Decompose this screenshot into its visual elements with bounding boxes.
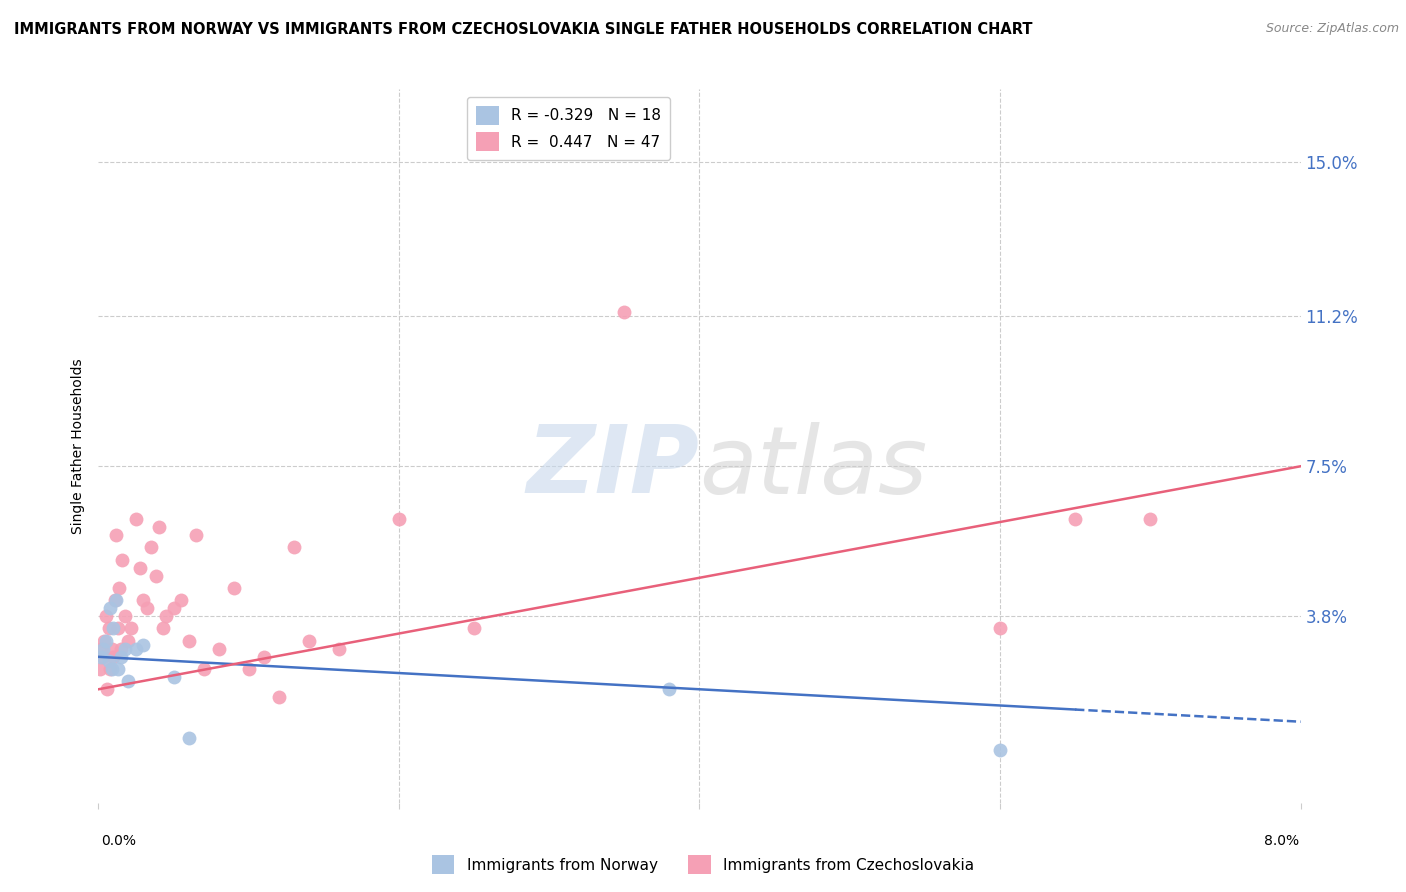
Point [110,641,132,656]
Point [105,593,128,607]
Point [283,541,305,555]
Point [108,581,131,595]
Point [125,512,148,526]
Point [91,641,114,656]
Point [388,512,411,526]
Point [328,641,350,656]
Point [238,662,260,676]
Point [110,649,132,664]
Point [267,690,290,705]
Point [103,622,125,636]
Point [658,682,681,697]
Point [253,649,276,664]
Point [90,641,112,656]
Point [135,601,157,615]
Point [988,622,1011,636]
Point [103,649,125,664]
Point [145,568,167,582]
Y-axis label: Single Father Households: Single Father Households [72,359,86,533]
Point [177,731,200,745]
Point [170,593,193,607]
Text: 8.0%: 8.0% [1264,834,1299,848]
Point [184,528,207,542]
Point [121,622,143,636]
Point [125,641,148,656]
Text: atlas: atlas [700,422,928,513]
Legend: R = -0.329   N = 18, R =  0.447   N = 47: R = -0.329 N = 18, R = 0.447 N = 47 [467,97,671,160]
Point [132,593,155,607]
Text: ZIP: ZIP [527,421,700,514]
Text: 0.0%: 0.0% [101,834,136,848]
Point [298,633,321,648]
Point [162,601,184,615]
Point [988,743,1011,757]
Point [111,552,134,566]
Point [90,649,112,664]
Legend: Immigrants from Norway, Immigrants from Czechoslovakia: Immigrants from Norway, Immigrants from … [426,849,980,880]
Point [100,601,122,615]
Point [613,305,636,319]
Point [1064,512,1087,526]
Point [104,593,127,607]
Point [129,560,152,574]
Point [1139,512,1161,526]
Point [91,649,114,664]
Point [107,662,129,676]
Point [162,670,184,684]
Point [97,622,120,636]
Point [93,633,115,648]
Point [96,682,118,697]
Point [117,674,139,689]
Point [222,581,245,595]
Point [100,662,122,676]
Point [463,622,485,636]
Point [107,622,129,636]
Point [117,633,139,648]
Text: IMMIGRANTS FROM NORWAY VS IMMIGRANTS FROM CZECHOSLOVAKIA SINGLE FATHER HOUSEHOLD: IMMIGRANTS FROM NORWAY VS IMMIGRANTS FRO… [14,22,1032,37]
Point [94,633,117,648]
Point [101,641,124,656]
Point [208,641,231,656]
Point [139,541,162,555]
Point [114,609,136,624]
Point [114,641,136,656]
Text: Source: ZipAtlas.com: Source: ZipAtlas.com [1265,22,1399,36]
Point [89,662,111,676]
Point [94,609,117,624]
Point [148,520,170,534]
Point [155,609,177,624]
Point [97,654,120,668]
Point [193,662,215,676]
Point [101,662,124,676]
Point [152,622,174,636]
Point [105,528,128,542]
Point [132,638,155,652]
Point [177,633,200,648]
